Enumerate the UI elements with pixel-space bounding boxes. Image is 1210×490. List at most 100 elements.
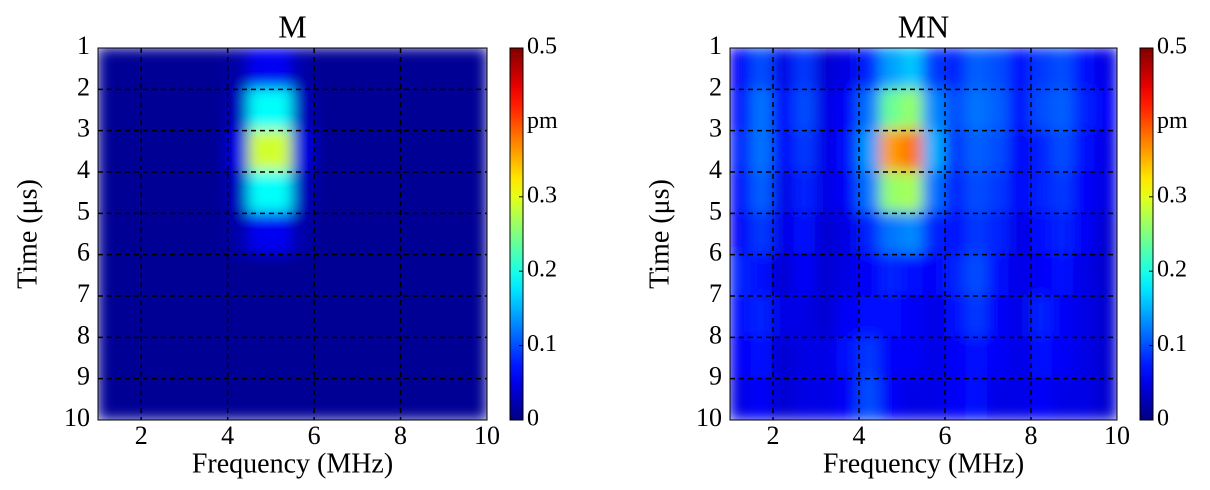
colorbar-tick-label: 0.5 (1157, 34, 1187, 60)
heat-cell (356, 48, 380, 91)
heat-cell (399, 253, 424, 297)
heat-cell (356, 336, 380, 380)
heat-cell (291, 212, 316, 256)
y-tick-label: 6 (709, 238, 722, 267)
colorbar-tick-label: 0.3 (1157, 182, 1187, 208)
heat-cell (464, 377, 487, 420)
heat-cell (1051, 253, 1075, 297)
y-tick-label: 8 (709, 320, 722, 349)
heat-cell (1073, 171, 1097, 215)
heat-cell (205, 336, 229, 380)
heat-cell (836, 295, 860, 339)
heat-cell (901, 129, 925, 173)
heat-cell (377, 336, 402, 380)
heat-cell (421, 212, 445, 256)
heat-cell (772, 253, 796, 297)
heat-cell (879, 88, 903, 132)
heat-cell (815, 212, 839, 256)
heat-cell (118, 295, 143, 339)
heat-cell (248, 129, 272, 173)
heat-cell (442, 253, 467, 297)
heat-cell (421, 377, 445, 420)
heat-cell (1030, 129, 1054, 173)
heat-cell (836, 88, 860, 132)
y-tick-label: 2 (709, 72, 722, 101)
heat-cell (1051, 88, 1075, 132)
heat-cell (334, 88, 359, 132)
heat-cell (464, 253, 487, 297)
heat-cell (161, 253, 186, 297)
heat-cell (1094, 88, 1117, 132)
heat-cell (965, 377, 989, 420)
heat-cell (750, 171, 774, 215)
heat-cell (421, 295, 445, 339)
heat-cell (922, 212, 946, 256)
heat-cell (922, 88, 946, 132)
heat-cell (1073, 88, 1097, 132)
heat-cell (118, 88, 143, 132)
y-tick-label: 3 (709, 114, 722, 143)
y-tick-label: 1 (709, 31, 722, 60)
heat-cell (836, 377, 860, 420)
heat-cell (987, 212, 1011, 256)
heat-cell (356, 129, 380, 173)
heat-cell (421, 48, 445, 91)
heat-cell (183, 377, 208, 420)
heat-cell (1030, 88, 1054, 132)
heat-cell (836, 171, 860, 215)
heat-cell (1008, 48, 1032, 91)
heat-cell (161, 295, 186, 339)
heat-cell (226, 129, 251, 173)
heat-cell (421, 336, 445, 380)
heat-cell (269, 171, 294, 215)
heat-cell (987, 129, 1011, 173)
y-axis-label: Time (μs) (12, 179, 43, 289)
heat-cell (356, 377, 380, 420)
y-tick-label: 7 (709, 279, 722, 308)
colorbar-tick-label: 0.5 (527, 34, 557, 60)
heat-cell (730, 48, 753, 91)
heat-cell (901, 212, 925, 256)
heat-cell (858, 171, 882, 215)
heat-cell (356, 212, 380, 256)
heat-cell (442, 129, 467, 173)
heat-cell (140, 336, 164, 380)
heat-cell (356, 88, 380, 132)
heat-cell (879, 253, 903, 297)
heat-cell (356, 253, 380, 297)
heat-cell (118, 212, 143, 256)
heat-cell (1051, 129, 1075, 173)
heat-cell (879, 129, 903, 173)
heat-cell (750, 253, 774, 297)
heat-cell (399, 212, 424, 256)
heat-cell (248, 88, 272, 132)
heat-cell (313, 336, 337, 380)
heat-cell (442, 48, 467, 91)
heat-cell (442, 336, 467, 380)
colorbar-tick-label: 0.3 (527, 182, 557, 208)
heat-cell (464, 129, 487, 173)
y-tick-label: 4 (709, 155, 722, 184)
heat-cell (858, 253, 882, 297)
heatmap-cells (730, 48, 1117, 420)
heat-cell (901, 377, 925, 420)
heat-cell (750, 212, 774, 256)
heat-cell (248, 212, 272, 256)
y-tick-label: 5 (77, 196, 90, 225)
heat-cell (750, 88, 774, 132)
heat-cell (464, 171, 487, 215)
heat-cell (750, 295, 774, 339)
y-tick-label: 4 (77, 155, 90, 184)
heat-cell (1073, 377, 1097, 420)
heat-cell (140, 295, 164, 339)
heat-cell (269, 253, 294, 297)
heat-cell (858, 295, 882, 339)
heat-cell (161, 88, 186, 132)
heat-cell (815, 253, 839, 297)
heat-cell (987, 253, 1011, 297)
heat-cell (1008, 88, 1032, 132)
heat-cell (248, 253, 272, 297)
heat-cell (836, 48, 860, 91)
heat-cell (1051, 336, 1075, 380)
heat-cell (750, 129, 774, 173)
